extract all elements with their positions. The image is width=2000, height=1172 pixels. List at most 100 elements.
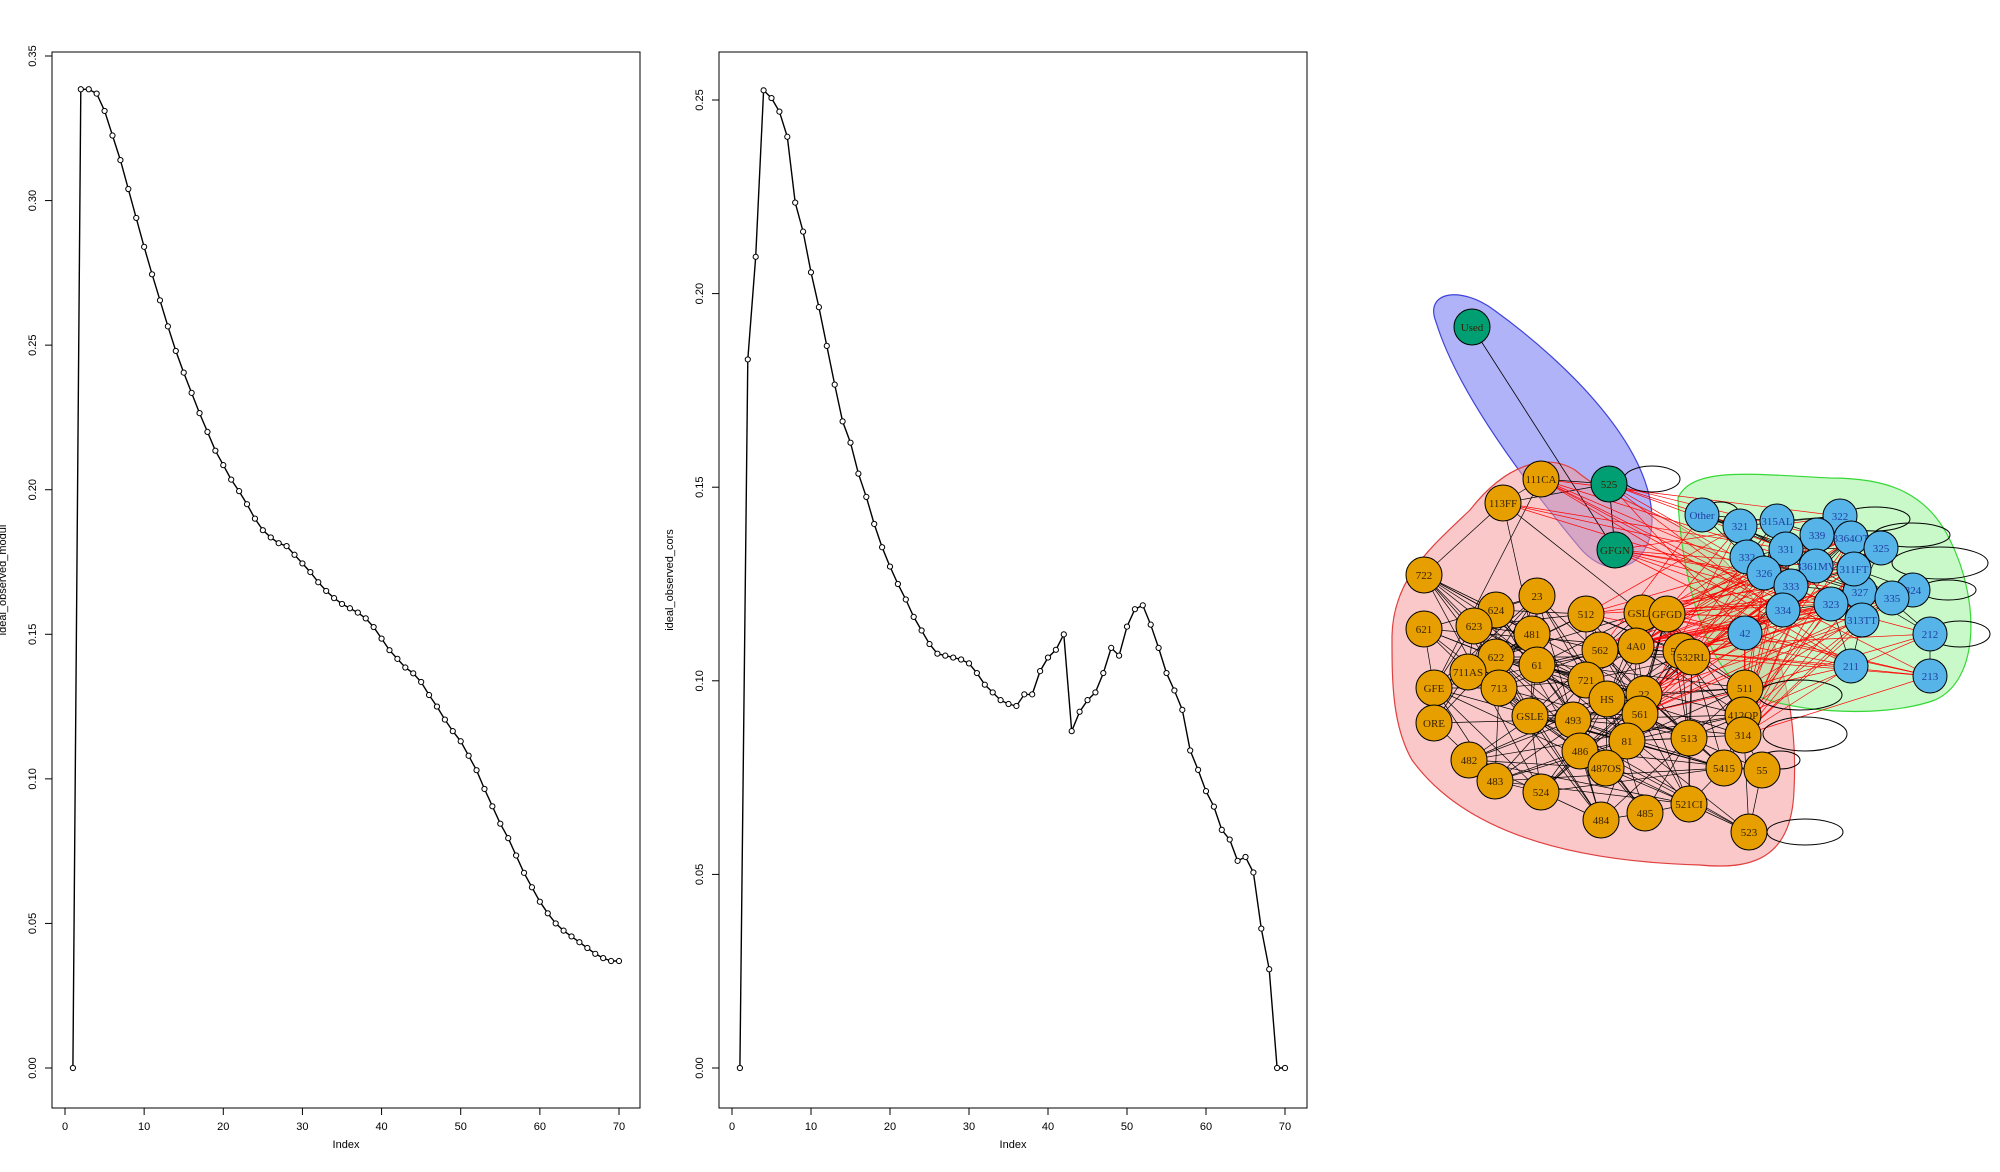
node-label: 486 [1572,746,1589,758]
data-point [172,347,179,355]
data-point [1171,687,1178,694]
edge [1585,525,1741,615]
data-point [1226,836,1233,843]
node-211 [1833,648,1869,684]
data-point [418,678,425,686]
data-point [752,253,759,260]
data-point [275,540,282,547]
data-point [505,835,512,842]
data-point [378,635,385,642]
node-label: 513 [1681,733,1698,745]
data-point [965,660,973,667]
node-213 [1912,658,1948,694]
data-point [1021,691,1028,698]
edge [1742,665,1852,736]
x-tick-label: 30 [963,1121,975,1133]
node-label: 3364OT [1833,533,1870,545]
data-point [362,615,369,622]
node-gfgn [1596,531,1634,569]
edge [1742,619,1863,736]
node-label: 482 [1461,755,1478,767]
data-point [188,389,195,396]
data-point [568,933,575,940]
data-point [1258,925,1265,932]
data-point [77,86,84,93]
data-point [101,107,108,115]
node-486 [1561,732,1599,770]
data-point [831,381,838,388]
node-label: 512 [1578,609,1595,621]
node-gsle [1511,697,1549,735]
node-label: 212 [1922,629,1939,641]
node-label: 721 [1578,675,1595,687]
node-label: GFGD [1652,609,1682,621]
edge [1691,656,1931,677]
node-label: 333 [1783,581,1800,593]
network-graph: Used 525 GFGN 111CA 113FF 722 621 624 23 623 481 51… [1391,294,1991,867]
node-label: 311FT [1840,564,1869,576]
data-point [283,542,290,550]
data-point [69,1064,77,1072]
node-label: Used [1461,322,1484,334]
data-point [481,785,488,793]
data-point [259,527,266,534]
node-621 [1405,610,1443,648]
y-tick-label: 0.10 [27,768,39,789]
node-484 [1582,801,1620,839]
data-point [776,108,783,115]
node-label: GSLE [1516,711,1544,723]
node-label: 42 [1740,628,1751,640]
node-512 [1567,595,1605,633]
data-point [125,185,132,193]
node-label: 323 [1823,599,1840,611]
node-label: 493 [1565,715,1582,727]
data-point [942,652,949,659]
x-tick-label: 60 [1200,1121,1212,1133]
node-313tt [1844,602,1880,638]
data-point [584,944,591,952]
data-point [1108,644,1115,651]
x-tick-label: 0 [62,1121,68,1133]
data-point [291,551,298,558]
data-point [1195,766,1202,773]
node-23 [1518,577,1556,615]
data-point [528,884,536,891]
data-point [910,613,917,621]
node-513 [1670,719,1708,757]
data-point [760,87,767,94]
data-point [1147,621,1154,628]
plot-correlation: 0 10 20 30 40 50 60 70 0.00 0.05 0.10 0.15 0.20 0.25 I… [664,51,1308,1151]
series-line [72,88,619,1069]
node-label: GFGN [1600,545,1630,557]
node-label: 335 [1884,593,1901,605]
data-point [441,716,448,723]
data-point [394,655,401,662]
data-point [886,563,894,570]
y-tick-label: 0.15 [694,476,706,497]
edge [1599,514,1703,651]
data-point [1092,689,1099,696]
data-point [1116,652,1123,659]
node-label: 314 [1735,730,1752,742]
y-tick-label: 0.05 [694,864,706,885]
node-label: 3361MV [1796,561,1836,573]
data-point [1100,669,1107,677]
data-point [1218,826,1225,833]
node-713 [1480,669,1518,707]
x-tick-label: 40 [375,1121,387,1133]
x-tick-label: 20 [884,1121,896,1133]
data-point [489,803,496,810]
edge [1643,585,1792,695]
edge [1635,645,1744,716]
data-point [1060,631,1067,638]
edge [1540,478,1852,667]
data-point [1139,602,1146,609]
data-point [133,214,140,222]
data-point [879,544,886,551]
node-label: 327 [1852,587,1869,599]
node-label: 481 [1524,629,1541,641]
data-point [973,669,981,677]
node-311ft [1836,551,1872,587]
node-label: 339 [1809,530,1826,542]
data-point [243,501,251,508]
